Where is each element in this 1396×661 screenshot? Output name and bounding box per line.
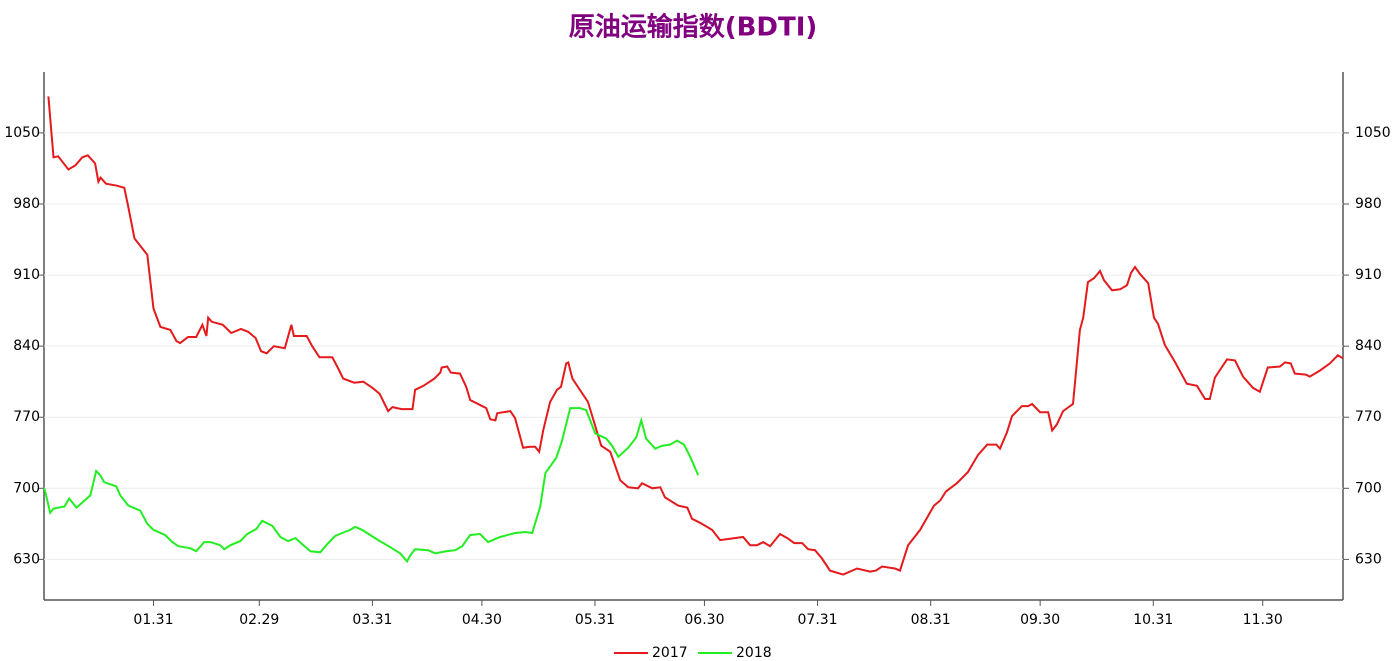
x-tick-label: 02.29: [239, 612, 279, 628]
y2-tick-label: 1050: [1355, 125, 1391, 141]
x-tick-label: 08.31: [911, 612, 951, 628]
x-tick-label: 04.30: [462, 612, 502, 628]
y2-tick-label: 700: [1355, 480, 1382, 496]
legend-label: 2017: [652, 645, 688, 661]
y-tick-label: 700: [13, 480, 40, 496]
y-tick-label: 630: [13, 551, 40, 567]
x-tick-label: 11.30: [1243, 612, 1283, 628]
y2-tick-label: 910: [1355, 267, 1382, 283]
y2-tick-label: 840: [1355, 338, 1382, 354]
x-tick-label: 01.31: [133, 612, 173, 628]
x-tick-label: 07.31: [798, 612, 838, 628]
x-tick-label: 05.31: [575, 612, 615, 628]
chart-title: 原油运输指数(BDTI): [569, 12, 818, 43]
y-tick-label: 980: [13, 196, 40, 212]
x-tick-label: 03.31: [352, 612, 392, 628]
x-tick-label: 09.30: [1020, 612, 1060, 628]
x-tick-label: 10.31: [1133, 612, 1173, 628]
series-line: [47, 96, 1344, 576]
y-tick-label: 1050: [4, 125, 40, 141]
y2-tick-label: 980: [1355, 196, 1382, 212]
y-tick-label: 840: [13, 338, 40, 354]
legend-label: 2018: [736, 645, 772, 661]
series-line: [43, 407, 700, 564]
x-tick-label: 06.30: [684, 612, 724, 628]
y-tick-label: 910: [13, 267, 40, 283]
y2-tick-label: 770: [1355, 409, 1382, 425]
y2-tick-label: 630: [1355, 551, 1382, 567]
y-tick-label: 770: [13, 409, 40, 425]
